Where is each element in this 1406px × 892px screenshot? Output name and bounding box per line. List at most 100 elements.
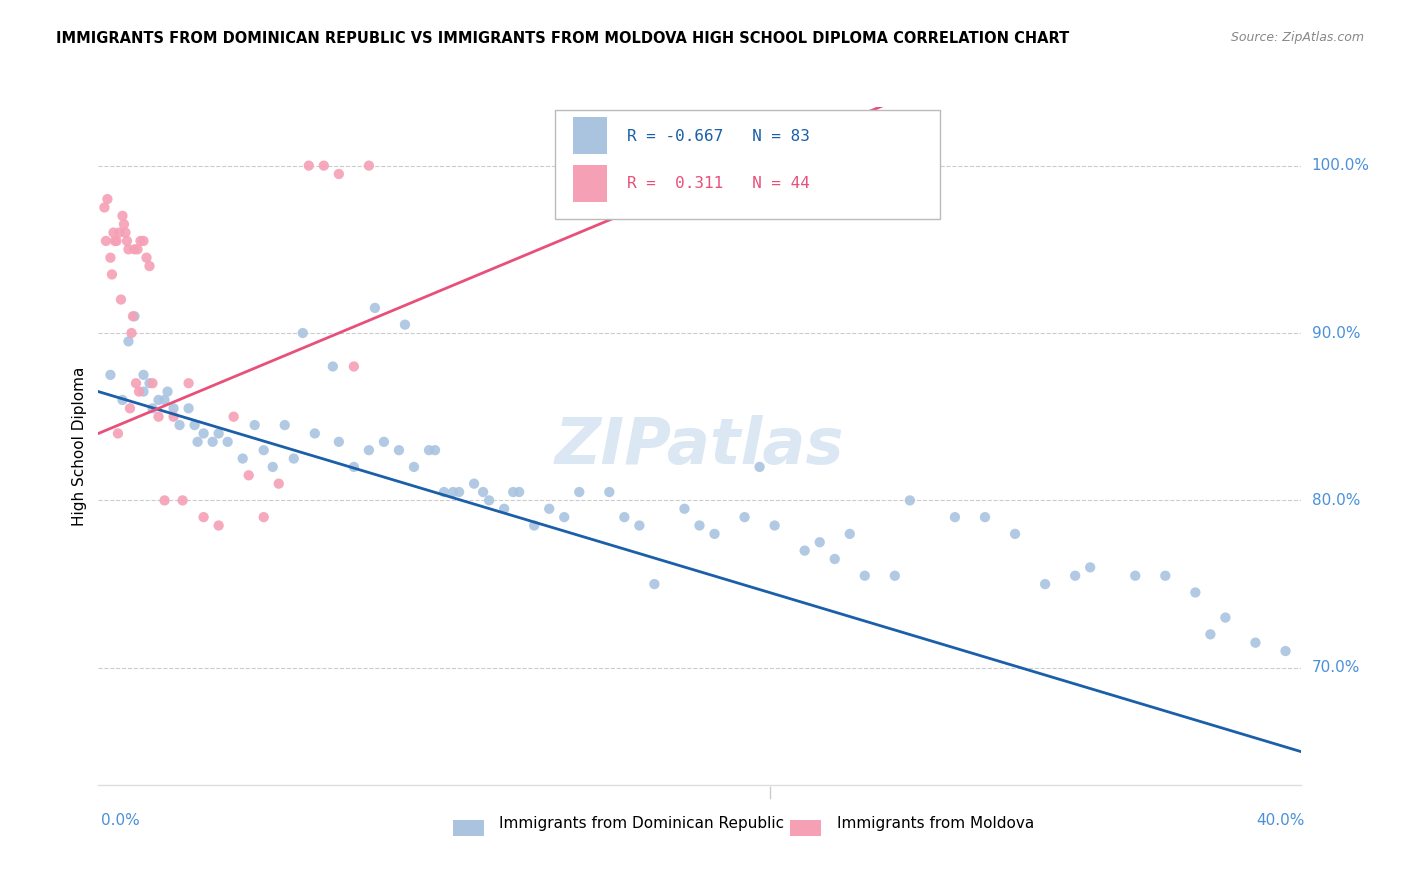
Point — [100, 251, 122, 265]
Point — [364, 301, 387, 315]
Point — [100, 368, 122, 382]
Text: R =  0.311   N = 44: R = 0.311 N = 44 — [627, 176, 810, 191]
Point — [124, 310, 146, 324]
Point — [703, 527, 725, 541]
Point — [107, 426, 129, 441]
Point — [114, 226, 136, 240]
Point — [117, 243, 139, 257]
Point — [472, 485, 495, 500]
Point — [433, 485, 456, 500]
Point — [494, 501, 516, 516]
Point — [141, 376, 163, 391]
Point — [824, 552, 846, 566]
Point — [1064, 568, 1087, 582]
Point — [172, 493, 194, 508]
Point — [253, 510, 276, 524]
Point — [808, 535, 831, 549]
Point — [253, 443, 276, 458]
Point — [943, 510, 966, 524]
Point — [1078, 560, 1101, 574]
Point — [853, 568, 876, 582]
Point — [243, 418, 266, 433]
Point — [343, 359, 366, 374]
Point — [177, 401, 200, 416]
Point — [132, 234, 155, 248]
Point — [125, 376, 148, 391]
Point — [793, 543, 815, 558]
Point — [111, 392, 134, 407]
Point — [183, 418, 205, 433]
Point — [222, 409, 245, 424]
Point — [111, 209, 134, 223]
Text: IMMIGRANTS FROM DOMINICAN REPUBLIC VS IMMIGRANTS FROM MOLDOVA HIGH SCHOOL DIPLOM: IMMIGRANTS FROM DOMINICAN REPUBLIC VS IM… — [56, 31, 1070, 46]
Point — [148, 392, 170, 407]
Point — [104, 234, 127, 248]
Point — [298, 159, 321, 173]
Point — [502, 485, 524, 500]
Point — [628, 518, 651, 533]
Point — [169, 418, 191, 433]
Point — [162, 409, 184, 424]
Point — [734, 510, 756, 524]
Point — [898, 493, 921, 508]
Point — [1004, 527, 1026, 541]
Point — [508, 485, 530, 500]
Point — [110, 293, 132, 307]
Point — [447, 485, 470, 500]
Point — [148, 409, 170, 424]
Point — [1199, 627, 1222, 641]
Point — [208, 518, 231, 533]
Point — [402, 459, 425, 474]
Point — [132, 384, 155, 399]
Point — [193, 510, 215, 524]
Point — [1154, 568, 1177, 582]
Point — [93, 201, 115, 215]
Text: 70.0%: 70.0% — [1312, 660, 1360, 675]
Text: Immigrants from Dominican Republic: Immigrants from Dominican Republic — [499, 816, 785, 830]
Point — [1184, 585, 1206, 599]
Point — [883, 568, 905, 582]
Text: 80.0%: 80.0% — [1312, 493, 1360, 508]
Point — [118, 401, 141, 416]
Bar — [574, 117, 607, 154]
Point — [322, 359, 344, 374]
Point — [193, 426, 215, 441]
Point — [138, 376, 160, 391]
Point — [162, 401, 184, 416]
Point — [1033, 577, 1056, 591]
Point — [328, 167, 350, 181]
Point — [688, 518, 710, 533]
Point — [388, 443, 411, 458]
Point — [423, 443, 446, 458]
Point — [121, 326, 143, 340]
Text: ZIPatlas: ZIPatlas — [555, 415, 844, 477]
Point — [112, 217, 135, 231]
Point — [187, 434, 209, 449]
Point — [1215, 610, 1237, 624]
Point — [1123, 568, 1146, 582]
Point — [568, 485, 591, 500]
Point — [838, 527, 860, 541]
Point — [538, 501, 561, 516]
Point — [101, 268, 124, 282]
Point — [763, 518, 786, 533]
Point — [613, 510, 636, 524]
Point — [441, 485, 464, 500]
Point — [304, 426, 326, 441]
Point — [153, 493, 176, 508]
Point — [122, 310, 145, 324]
Point — [217, 434, 239, 449]
Point — [748, 459, 770, 474]
Text: R = -0.667   N = 83: R = -0.667 N = 83 — [627, 128, 810, 144]
Point — [135, 251, 157, 265]
Point — [115, 234, 138, 248]
Point — [153, 392, 176, 407]
Point — [1305, 669, 1327, 683]
Bar — [574, 165, 607, 202]
Point — [291, 326, 314, 340]
Point — [478, 493, 501, 508]
Point — [283, 451, 305, 466]
Text: Immigrants from Moldova: Immigrants from Moldova — [837, 816, 1033, 830]
Point — [267, 476, 290, 491]
Point — [201, 434, 224, 449]
